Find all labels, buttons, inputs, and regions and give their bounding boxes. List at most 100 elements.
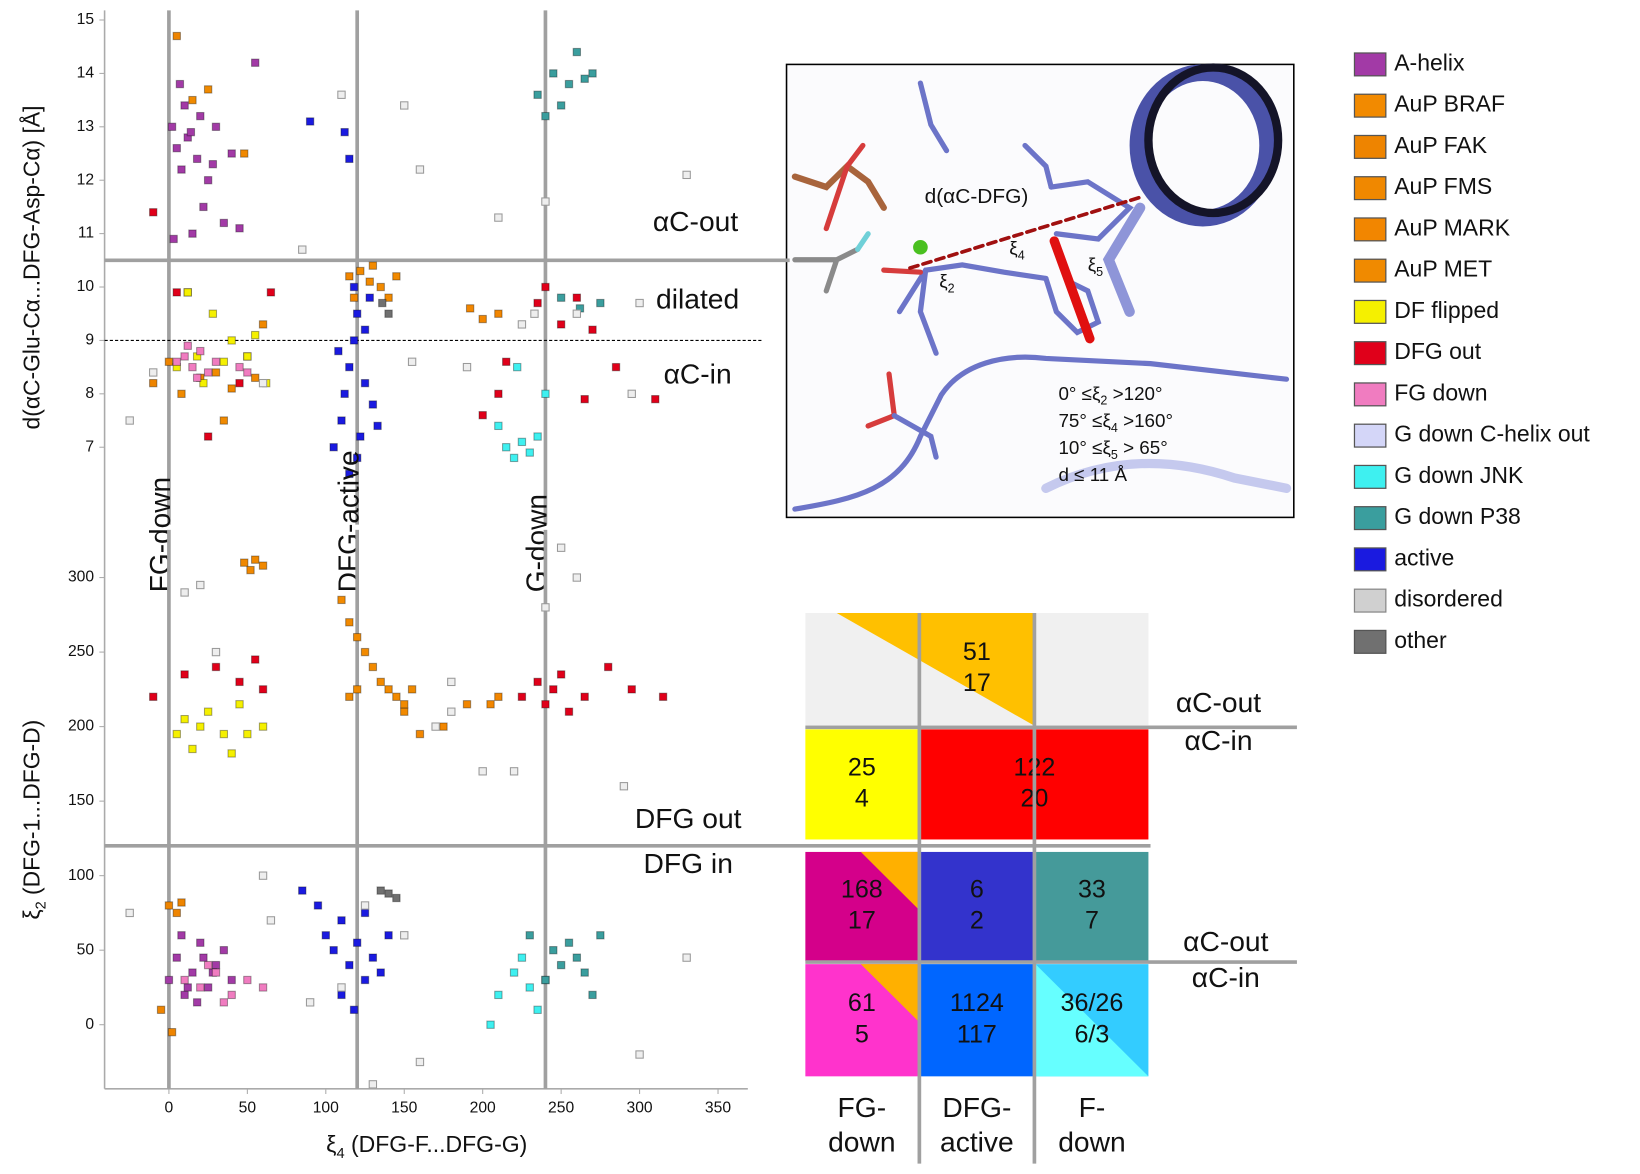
point (181, 716, 188, 723)
point (448, 708, 455, 715)
point (126, 417, 133, 424)
region-label: DFG-active (333, 450, 364, 592)
point (178, 166, 185, 173)
legend-label: G down C-helix out (1394, 421, 1590, 447)
point (416, 166, 423, 173)
point (401, 932, 408, 939)
point (557, 544, 564, 551)
point (189, 745, 196, 752)
point (589, 70, 596, 77)
point (184, 342, 191, 349)
legend-label: AuP FMS (1394, 173, 1492, 199)
y-tick-label: 9 (85, 332, 94, 349)
legend-swatch (1354, 300, 1385, 323)
point (350, 1006, 357, 1013)
column-label: F- (1079, 1092, 1106, 1123)
point (204, 369, 211, 376)
point (531, 310, 538, 317)
point (322, 932, 329, 939)
point (542, 283, 549, 290)
point (385, 686, 392, 693)
point (252, 59, 259, 66)
legend-swatch (1354, 259, 1385, 282)
point (350, 337, 357, 344)
legend-label: AuP FAK (1394, 132, 1488, 158)
point (212, 969, 219, 976)
point (374, 422, 381, 429)
point (408, 358, 415, 365)
x-tick-label: 100 (313, 1100, 339, 1117)
criterion: d ≤ 11 Å (1058, 464, 1127, 485)
point (346, 619, 353, 626)
point (366, 294, 373, 301)
point (220, 999, 227, 1006)
point (209, 310, 216, 317)
point (193, 374, 200, 381)
point (259, 321, 266, 328)
x-tick-label: 50 (239, 1100, 257, 1117)
point (173, 909, 180, 916)
point (487, 701, 494, 708)
point (495, 310, 502, 317)
y-tick-label: 250 (68, 643, 94, 660)
region-label: dilated (656, 284, 739, 315)
point (306, 118, 313, 125)
point (168, 123, 175, 130)
legend-label: disordered (1394, 586, 1503, 612)
point (181, 102, 188, 109)
point (495, 390, 502, 397)
point (178, 390, 185, 397)
point (150, 209, 157, 216)
point (361, 976, 368, 983)
point (366, 278, 373, 285)
legend-swatch (1354, 507, 1385, 530)
region-label: FG-down (145, 477, 176, 592)
y-tick-label: 13 (77, 118, 94, 135)
point (176, 80, 183, 87)
point (259, 984, 266, 991)
y-axis-title: d(αC-Glu-Cα...DFG-Asp-Cα) [Å] (18, 106, 44, 430)
point (173, 289, 180, 296)
point (357, 433, 364, 440)
point (150, 369, 157, 376)
point (259, 723, 266, 730)
distance-label: d(αC-DFG) (925, 185, 1029, 208)
point (581, 396, 588, 403)
panel-frame (787, 64, 1294, 517)
point (197, 112, 204, 119)
y-tick-label: 7 (85, 438, 94, 455)
point (299, 887, 306, 894)
y-tick-label: 15 (77, 11, 95, 28)
point (252, 656, 259, 663)
point (173, 954, 180, 961)
point (557, 294, 564, 301)
cell-count: 5 (855, 1020, 869, 1048)
point (150, 693, 157, 700)
cell-count: 36/26 (1061, 989, 1124, 1017)
point (165, 976, 172, 983)
point (212, 123, 219, 130)
x-tick-label: 300 (626, 1100, 652, 1117)
point (236, 678, 243, 685)
y-tick-label: 100 (68, 867, 94, 884)
point (267, 917, 274, 924)
cell-count: 17 (848, 907, 876, 935)
point (346, 693, 353, 700)
angle-label-part: 4 (1018, 249, 1025, 263)
point (354, 686, 361, 693)
point (466, 305, 473, 312)
point (197, 347, 204, 354)
criterion-part: 10° ≤ξ (1058, 437, 1110, 458)
point (526, 449, 533, 456)
point (534, 1006, 541, 1013)
point (526, 932, 533, 939)
point (495, 422, 502, 429)
point (350, 294, 357, 301)
point (259, 872, 266, 879)
point (157, 1006, 164, 1013)
criterion-part: > 65° (1118, 437, 1168, 458)
point (401, 708, 408, 715)
point (510, 969, 517, 976)
point (612, 363, 619, 370)
point (212, 358, 219, 365)
